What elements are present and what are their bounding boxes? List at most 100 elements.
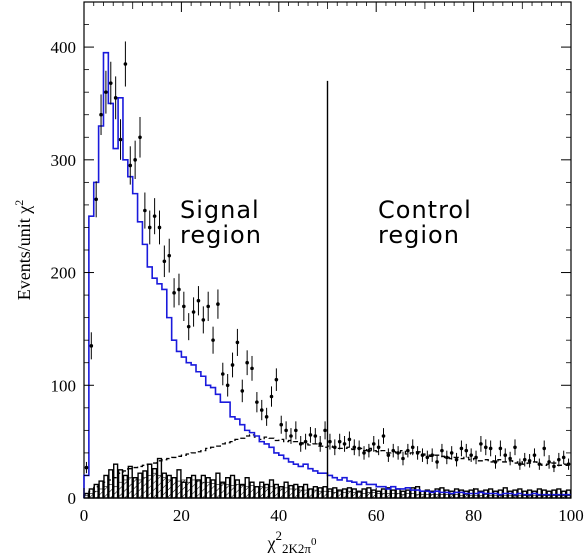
- data-point: [284, 428, 288, 433]
- box-bin: [390, 489, 396, 499]
- control-region-label-line2: region: [378, 221, 460, 249]
- y-tick-label: 200: [51, 264, 77, 283]
- data-point: [522, 457, 527, 462]
- box-bin: [249, 481, 255, 499]
- data-point: [128, 163, 133, 168]
- data-point: [391, 448, 396, 453]
- x-tick-label: 40: [270, 506, 287, 525]
- data-point: [196, 298, 201, 303]
- box-bin: [366, 487, 372, 499]
- box-bin: [405, 489, 411, 499]
- box-bin: [288, 484, 294, 499]
- data-point: [342, 442, 347, 446]
- box-bin: [356, 490, 362, 499]
- box-bin: [361, 488, 367, 499]
- box-bin: [113, 463, 119, 499]
- data-point: [440, 448, 444, 453]
- box-bin: [220, 481, 226, 499]
- control-region-label-line1: Control: [378, 196, 472, 224]
- x-tick-label: 80: [465, 506, 482, 525]
- box-bin: [346, 487, 353, 499]
- y-tick-label: 100: [51, 376, 77, 395]
- box-bin: [239, 483, 245, 499]
- data-point: [216, 302, 220, 306]
- box-bin: [332, 487, 338, 499]
- mc-signal-line: [83, 51, 571, 498]
- data-point: [337, 439, 342, 444]
- data-point: [547, 460, 551, 464]
- box-bin: [108, 469, 114, 499]
- box-bin: [268, 479, 275, 499]
- data-point: [225, 383, 230, 388]
- y-tick-label: 300: [51, 151, 77, 170]
- data-point: [552, 464, 556, 469]
- box-bin: [293, 483, 299, 499]
- data-point: [279, 422, 284, 427]
- box-bin: [137, 472, 143, 499]
- data-point: [182, 304, 186, 309]
- data-point: [430, 453, 435, 457]
- box-bin: [171, 477, 177, 499]
- box-bin: [176, 469, 182, 499]
- x-tick-label: 100: [558, 506, 584, 525]
- y-tick-label: 0: [68, 489, 77, 508]
- region-annotations: Signal region Control region: [180, 196, 472, 249]
- data-point: [479, 442, 483, 446]
- data-point: [104, 90, 108, 94]
- data-point: [172, 291, 176, 295]
- box-bin: [449, 490, 455, 499]
- box-bin: [337, 489, 343, 499]
- box-bin: [127, 465, 133, 499]
- box-bin: [156, 457, 163, 499]
- data-point: [235, 340, 240, 345]
- data-point: [542, 446, 547, 451]
- data-point: [123, 62, 128, 66]
- data-point: [557, 457, 561, 462]
- data-point: [493, 460, 498, 464]
- data-point: [89, 344, 94, 348]
- data-point: [152, 214, 157, 218]
- data-point: [298, 442, 303, 446]
- box-bin: [225, 477, 231, 499]
- data-point: [147, 225, 152, 230]
- data-point: [230, 363, 235, 367]
- box-bin: [215, 472, 221, 499]
- data-point: [401, 456, 405, 461]
- data-point: [318, 442, 322, 446]
- box-bin: [312, 486, 318, 499]
- data-point: [84, 465, 89, 470]
- data-point: [420, 453, 425, 457]
- data-point: [177, 287, 181, 292]
- x-tick-label: 20: [173, 506, 190, 525]
- data-point: [323, 428, 327, 433]
- data-point: [220, 372, 225, 376]
- box-bin: [429, 490, 435, 499]
- data-point: [527, 459, 532, 463]
- box-bin: [117, 469, 124, 499]
- box-bin: [210, 479, 216, 499]
- data-point: [518, 462, 522, 466]
- data-point: [303, 439, 308, 444]
- data-point: [308, 433, 313, 437]
- y-axis-title: Events/unit χ2: [12, 200, 34, 300]
- box-bin: [556, 488, 562, 499]
- axes-layer: 0 20 40 60 80 100 0 100 200 300 400: [51, 2, 584, 525]
- box-bin: [103, 474, 109, 499]
- box-bin: [371, 489, 377, 499]
- data-point: [143, 208, 147, 213]
- data-point: [537, 462, 542, 466]
- data-point: [503, 453, 508, 457]
- data-point: [269, 394, 274, 399]
- data-point: [435, 460, 439, 464]
- box-bin: [161, 472, 167, 499]
- series-layer: [83, 41, 572, 499]
- x-axis-title: χ22K2π0: [267, 528, 317, 554]
- data-point: [357, 446, 361, 451]
- data-point: [347, 437, 352, 442]
- box-bin: [254, 486, 260, 499]
- data-point: [206, 304, 210, 309]
- data-point: [245, 360, 249, 365]
- box-bin: [122, 474, 129, 499]
- signal-region-label-line1: Signal: [180, 196, 260, 224]
- box-bin: [351, 488, 357, 499]
